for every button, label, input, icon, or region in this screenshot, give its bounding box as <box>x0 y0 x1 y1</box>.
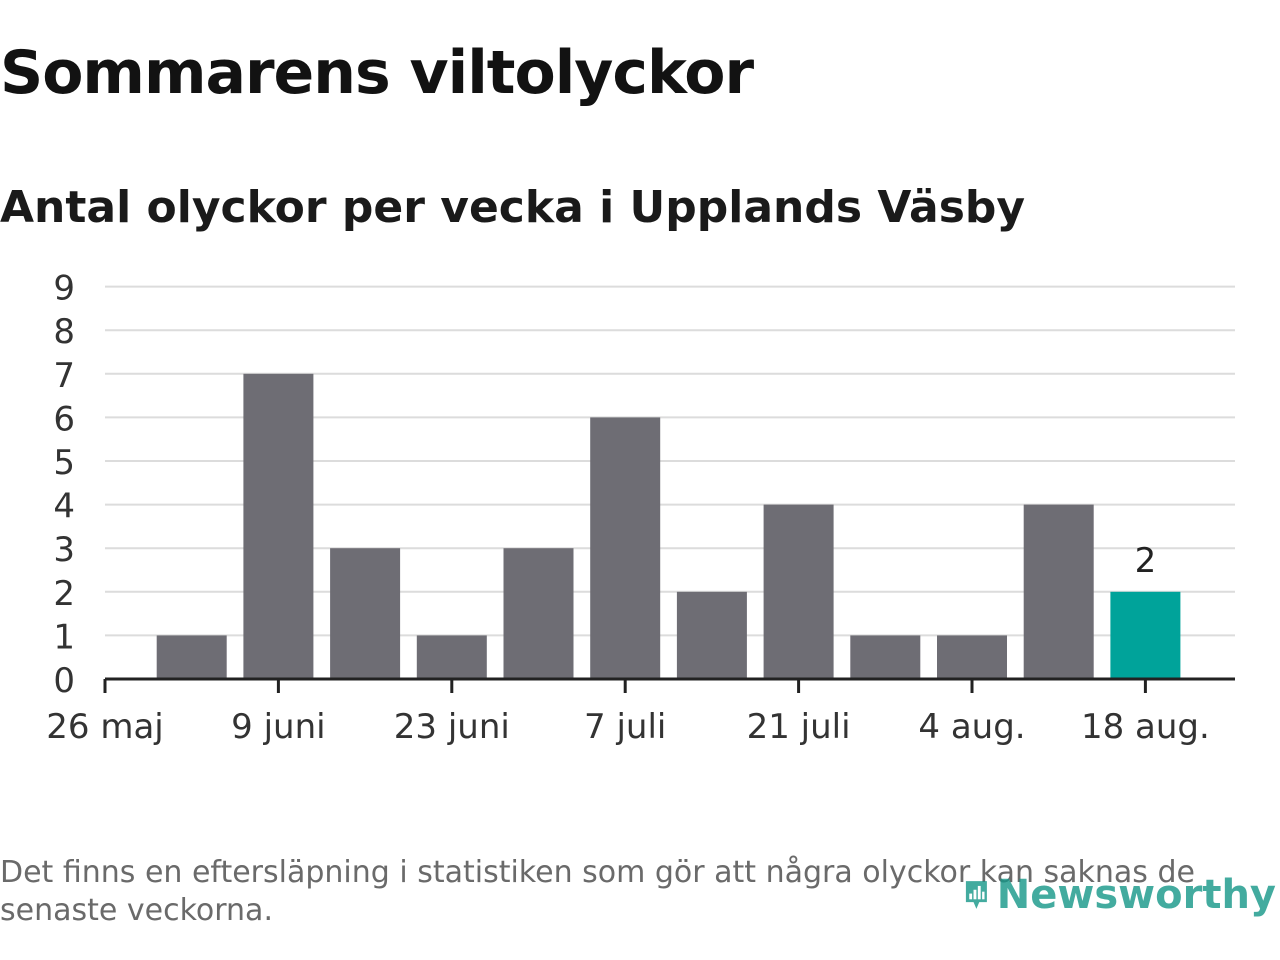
y-tick-label: 5 <box>53 443 75 483</box>
bar <box>330 548 401 679</box>
chart-subtitle: Antal olyckor per vecka i Upplands Väsby <box>0 182 1026 233</box>
logo-text: Newsworthy <box>996 872 1276 918</box>
y-tick-label: 7 <box>53 356 75 396</box>
newsworthy-logo: Newsworthy <box>964 860 1276 930</box>
x-tick-label: 9 juni <box>231 707 325 747</box>
y-tick-label: 9 <box>53 269 75 309</box>
y-tick-label: 4 <box>53 487 75 527</box>
footnote: Det finns en eftersläpning i statistiken… <box>0 855 1195 928</box>
bar <box>763 504 834 679</box>
y-tick-label: 2 <box>53 574 75 614</box>
y-tick-label: 1 <box>53 617 75 657</box>
bar <box>1110 591 1181 679</box>
bars <box>156 373 1181 679</box>
y-tick-label: 0 <box>53 661 75 701</box>
data-label: 2 <box>1135 541 1157 581</box>
y-tick-label: 8 <box>53 312 75 352</box>
bar <box>1023 504 1094 679</box>
x-tick-label: 4 aug. <box>918 707 1025 747</box>
chart-title: Sommarens viltolyckor <box>0 38 754 108</box>
y-tick-label: 3 <box>53 530 75 570</box>
data-labels: 2 <box>1135 541 1157 581</box>
bar <box>243 373 314 679</box>
x-tick-label: 26 maj <box>46 707 163 747</box>
x-tick-label: 18 aug. <box>1081 707 1210 747</box>
y-tick-label: 6 <box>53 399 75 439</box>
bar <box>590 417 661 679</box>
x-tick-label: 21 juli <box>747 707 851 747</box>
bar-chart-pin-icon <box>965 881 987 909</box>
bar <box>937 635 1007 679</box>
bar <box>416 635 487 679</box>
x-tick-label: 23 juni <box>394 707 510 747</box>
bar <box>850 635 921 679</box>
bar <box>156 635 227 679</box>
bar <box>503 548 574 679</box>
x-tick-labels: 26 maj 9 juni 23 juni 7 juli 21 juli 4 aug. 18… <box>46 707 1210 747</box>
bar <box>676 591 747 679</box>
x-tick-label: 7 juli <box>584 707 666 747</box>
x-axis <box>103 677 1235 693</box>
